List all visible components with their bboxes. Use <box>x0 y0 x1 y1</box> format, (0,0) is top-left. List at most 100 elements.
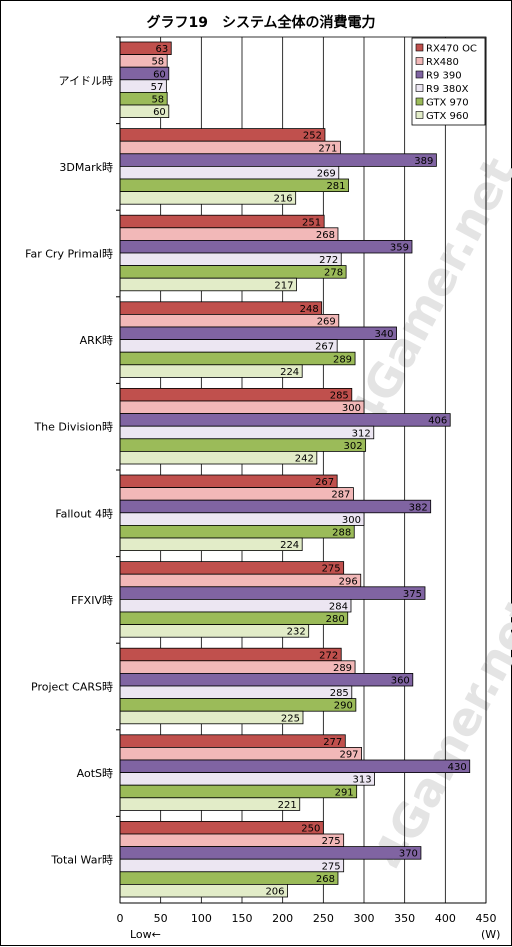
data-label: 275 <box>322 564 341 575</box>
data-label: 280 <box>326 614 345 625</box>
data-label: 275 <box>322 836 341 847</box>
data-label: 252 <box>303 131 322 142</box>
bar <box>119 833 345 848</box>
bar <box>119 252 342 267</box>
bar <box>119 364 303 378</box>
category-label: ARK時 <box>80 334 113 347</box>
x-tick-label: 200 <box>272 912 293 925</box>
x-tick-label: 50 <box>154 912 168 925</box>
bar <box>119 140 341 155</box>
legend-label: RX470 OC <box>426 44 477 55</box>
data-label: 267 <box>315 342 334 353</box>
bar <box>119 227 339 241</box>
data-label: 206 <box>265 887 284 898</box>
data-label: 251 <box>302 217 321 228</box>
data-label: 382 <box>409 502 428 513</box>
bar <box>119 734 346 748</box>
bar <box>119 512 365 526</box>
category-label: AotS時 <box>77 767 113 780</box>
bar <box>119 784 358 799</box>
legend-swatch <box>415 97 424 106</box>
data-label: 268 <box>316 230 335 241</box>
legend-box <box>411 37 486 126</box>
data-label: 389 <box>414 156 433 167</box>
data-label: 285 <box>330 391 349 402</box>
legend-label: RX480 <box>426 57 459 68</box>
data-label: 271 <box>318 143 337 154</box>
data-label: 269 <box>317 317 336 328</box>
bar <box>119 525 355 539</box>
legend-swatch <box>415 43 424 52</box>
legend-label: R9 390 <box>426 71 462 82</box>
bar <box>119 710 304 725</box>
bar <box>119 673 414 687</box>
bar <box>119 265 347 279</box>
bar <box>119 400 365 415</box>
data-label: 375 <box>403 589 422 600</box>
bar <box>119 313 340 328</box>
x-tick-label: 450 <box>476 912 497 925</box>
x-tick-label: 350 <box>394 912 415 925</box>
bar <box>119 747 362 761</box>
data-label: 284 <box>329 602 348 613</box>
bar <box>119 846 422 860</box>
legend-label: GTX 970 <box>426 98 469 109</box>
x-tick-label: 250 <box>313 912 334 925</box>
bar <box>119 191 297 205</box>
data-label: 406 <box>428 416 447 427</box>
bar <box>119 165 340 180</box>
bar <box>119 586 426 600</box>
data-label: 313 <box>352 775 371 786</box>
data-label: 289 <box>333 354 352 365</box>
bar <box>119 647 342 662</box>
data-label: 281 <box>326 181 345 192</box>
data-label: 232 <box>287 627 306 638</box>
bar <box>119 301 323 315</box>
data-label: 57 <box>151 82 164 93</box>
data-label: 430 <box>448 762 467 773</box>
bar <box>119 487 354 501</box>
data-label: 60 <box>153 69 166 80</box>
data-label: 63 <box>156 44 169 55</box>
data-label: 58 <box>151 95 164 106</box>
bar <box>119 474 338 489</box>
data-label: 224 <box>280 540 299 551</box>
data-label: 272 <box>319 650 338 661</box>
data-label: 272 <box>319 255 338 266</box>
data-label: 297 <box>339 750 358 761</box>
data-label: 300 <box>342 515 361 526</box>
chart-title: グラフ19 システム全体の消費電力 <box>146 14 375 31</box>
bar <box>119 499 432 514</box>
category-label: アイドル時 <box>59 74 113 87</box>
data-label: 287 <box>331 490 350 501</box>
data-label: 370 <box>399 849 418 860</box>
category-label: FFXIV時 <box>71 594 113 607</box>
bar <box>119 858 345 873</box>
bar <box>119 871 339 885</box>
bar <box>119 884 288 898</box>
bar <box>119 128 326 142</box>
bar <box>119 425 375 440</box>
x-tick-label: 100 <box>191 912 212 925</box>
data-label: 288 <box>332 528 351 539</box>
bar <box>119 611 349 626</box>
data-label: 296 <box>339 576 358 587</box>
x-tick-label: 300 <box>354 912 375 925</box>
data-label: 359 <box>390 243 409 254</box>
bar <box>119 821 324 835</box>
data-label: 216 <box>274 194 293 205</box>
data-label: 340 <box>374 329 393 340</box>
legend-swatch <box>415 70 424 79</box>
bar <box>119 339 338 353</box>
x-axis-unit-label: (W) <box>481 928 500 941</box>
plot-border <box>119 36 487 904</box>
data-label: 268 <box>316 874 335 885</box>
bar <box>119 178 349 193</box>
legend: RX470 OC RX480 R9 390 R9 380X GTX 970 GTX 960 <box>411 37 486 126</box>
bar <box>119 239 413 254</box>
data-label: 58 <box>151 57 164 68</box>
legend-swatch <box>415 57 424 65</box>
